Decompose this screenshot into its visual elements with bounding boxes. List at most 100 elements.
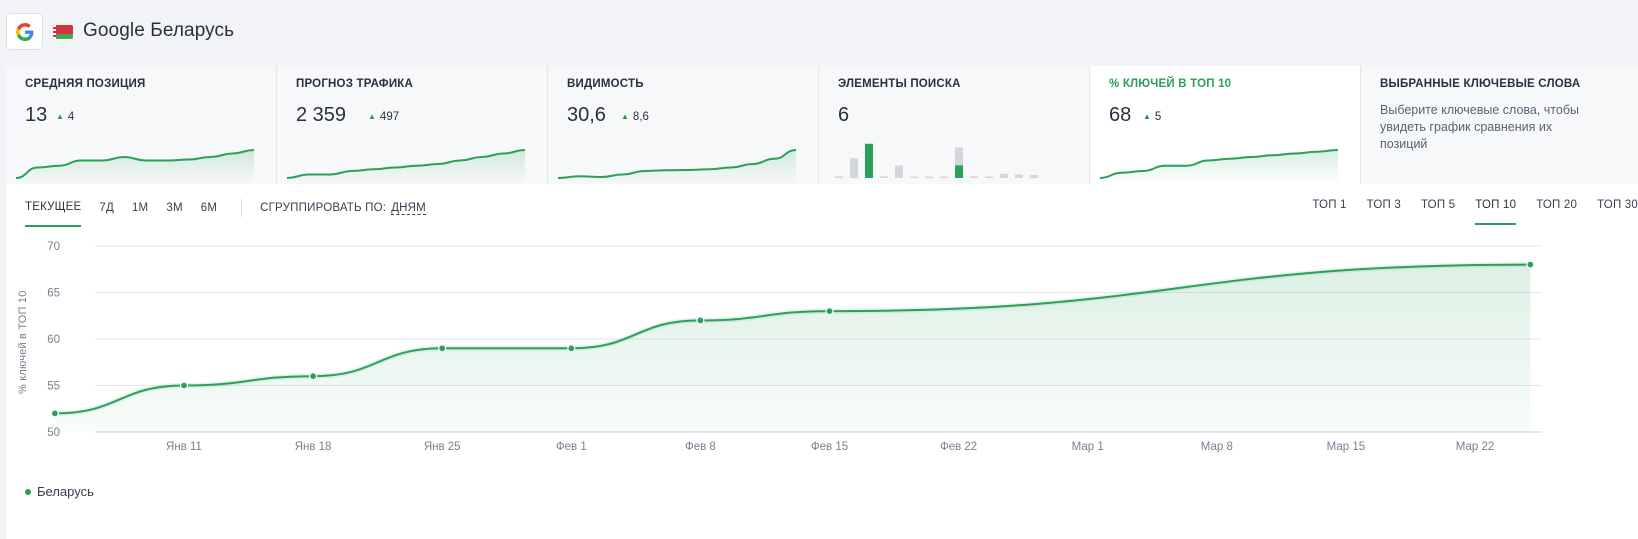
series-point [696,316,705,325]
series-point [825,306,834,316]
up-arrow-icon: ▲ [1143,112,1151,121]
chart-panel: Текущее 7Д 1М 3М 6М Сгруппировать по: дня… [6,184,1638,539]
sparkline-area [1100,150,1338,184]
x-tick-label: Мар 15 [1327,441,1366,453]
card-delta: ▲ 497 [368,111,400,123]
bar-highlight [865,143,873,178]
x-tick-label: Фев 8 [685,441,716,453]
card-selected-keywords[interactable]: Выбранные ключевые слова Выберите ключев… [1361,66,1638,184]
card-label: Элементы поиска [838,78,961,90]
tab-top30[interactable]: ТОП 30 [1597,199,1638,211]
sparkline-line [286,149,526,179]
tab-top3[interactable]: ТОП 3 [1366,199,1401,211]
card-value: 30,6 [567,104,606,126]
tab-6m[interactable]: 6М [200,202,218,214]
series-point [179,381,189,390]
belarus-flag-icon [53,25,73,39]
bar-total [955,147,963,178]
card-label: % ключей в ТОП 10 [1109,78,1232,90]
bar-total [970,176,978,178]
series-point [438,344,447,353]
card-delta: ▲ 5 [1143,111,1162,123]
tab-3m[interactable]: 3М [166,202,183,214]
tab-top1[interactable]: ТОП 1 [1312,199,1347,211]
card-visibility[interactable]: Видимость 30,6 ▲ 8,6 [548,66,819,184]
legend-dot-icon [25,488,31,495]
card-delta: ▲ 8,6 [621,111,649,123]
x-tick-label: Фев 22 [940,441,977,453]
sparkline [286,149,526,184]
bar-total [925,176,933,178]
up-arrow-icon: ▲ [621,112,629,121]
card-value: 13 [25,104,48,126]
card-delta: ▲ 4 [56,111,75,123]
card-label: Прогноз трафика [296,78,414,90]
card-traffic-forecast[interactable]: Прогноз трафика 2 359 ▲ 497 [277,66,548,184]
tab-current[interactable]: Текущее [25,201,82,227]
tab-1m[interactable]: 1М [131,202,149,214]
card-label: Выбранные ключевые слова [1380,78,1581,90]
tab-7d[interactable]: 7Д [99,202,114,214]
google-g-icon [15,22,33,41]
sparkline-area [558,150,796,184]
up-arrow-icon: ▲ [56,112,64,121]
tab-top5[interactable]: ТОП 5 [1420,199,1456,211]
divider [241,199,243,217]
x-tick-label: Янв 11 [166,441,202,453]
x-tick-label: Янв 25 [424,441,461,453]
sparkline [557,149,797,184]
card-value: 6 [838,104,850,126]
bar-highlight [955,165,963,178]
card-avg-position[interactable]: Средняя позиция 13 ▲ 4 [6,66,277,184]
bar-total [940,176,948,178]
card-top10-share[interactable]: % ключей в ТОП 10 68 ▲ 5 [1090,66,1361,184]
legend-label: Беларусь [37,484,94,499]
bar-total [1030,175,1038,178]
group-by: Сгруппировать по: дням [260,202,426,226]
card-label: Видимость [567,78,644,90]
series-point [567,344,576,353]
y-tick-label: 65 [47,288,60,300]
sparkline-line [557,149,797,179]
card-label: Средняя позиция [25,78,146,90]
header: Google Беларусь [0,0,1638,62]
y-tick-label: 70 [47,241,60,253]
tab-top10[interactable]: ТОП 10 [1475,199,1517,225]
metric-cards: Средняя позиция 13 ▲ 4 Прогноз трафика 2 … [6,66,1638,184]
series-point [50,409,60,418]
bar-total [1015,174,1023,178]
bar-sparkline [835,143,1038,178]
bar-total [910,176,918,178]
y-tick-label: 55 [47,381,60,393]
card-value: 2 359 [296,104,347,126]
chart-legend[interactable]: Беларусь [25,484,94,499]
x-tick-label: Мар 22 [1456,441,1495,453]
sparkline-area [16,150,254,184]
bar-total [880,176,888,178]
card-value: 68 [1109,104,1132,126]
x-tick-label: Мар 8 [1201,441,1233,453]
tab-top20[interactable]: ТОП 20 [1536,199,1578,211]
series-point [1526,260,1535,269]
bar-total [895,165,903,178]
up-arrow-icon: ▲ [368,112,376,121]
period-tabs: Текущее 7Д 1М 3М 6М Сгруппировать по: дня… [25,199,426,229]
top-tabs: ТОП 1 ТОП 3 ТОП 5 ТОП 10 ТОП 20 ТОП 30 [1292,199,1638,225]
group-by-select[interactable]: дням [391,202,426,215]
page-title: Google Беларусь [83,20,235,41]
x-tick-label: Янв 18 [295,441,332,453]
sparkline-line [15,149,255,179]
card-search-elements[interactable]: Элементы поиска 6 [819,66,1090,184]
x-tick-label: Фев 1 [556,441,587,453]
series-point [309,372,318,381]
bar-total [1000,173,1008,178]
sparkline [15,149,255,184]
sparkline-line [1099,149,1339,179]
group-by-label: Сгруппировать по: [260,202,387,214]
series-area [54,264,1531,432]
search-engine-button[interactable] [6,13,43,50]
x-tick-label: Мар 1 [1072,441,1104,453]
sparkline [1099,149,1339,184]
bar-total [835,176,843,178]
